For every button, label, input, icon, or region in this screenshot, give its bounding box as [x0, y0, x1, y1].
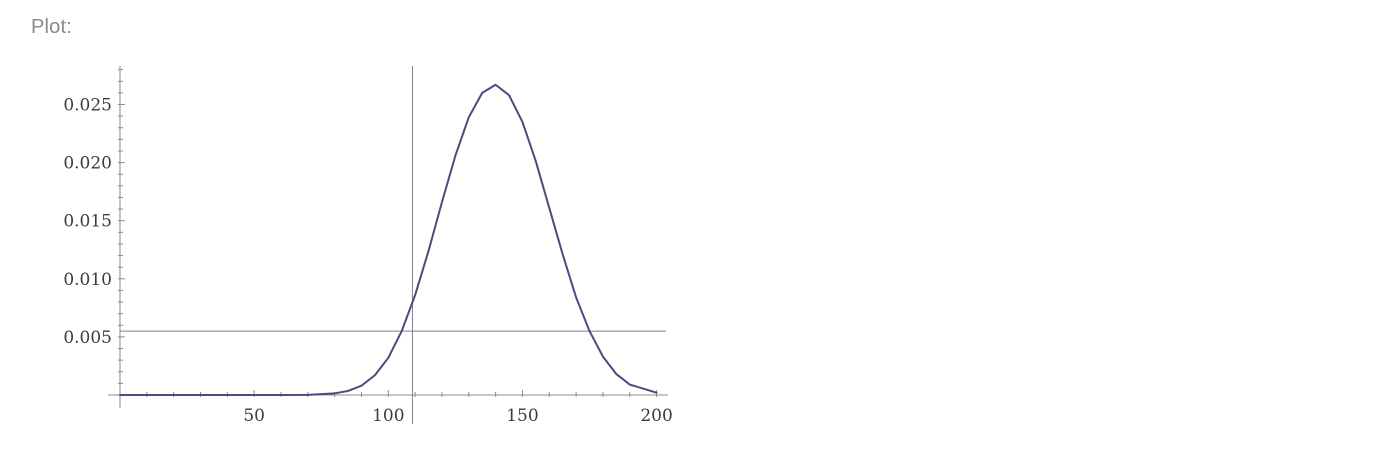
y-tick-label: 0.015	[63, 212, 112, 232]
data-point	[361, 385, 362, 386]
data-point	[120, 395, 121, 396]
data-point	[415, 295, 416, 296]
reference-lines	[120, 66, 666, 424]
data-point	[173, 395, 174, 396]
data-point	[522, 121, 523, 122]
data-point	[535, 161, 536, 162]
data-point	[280, 395, 281, 396]
data-point	[562, 254, 563, 255]
y-tick-label: 0.005	[63, 328, 112, 348]
data-point	[602, 356, 603, 357]
data-point	[576, 297, 577, 298]
data-point	[388, 357, 389, 358]
data-point	[629, 384, 630, 385]
data-point	[348, 390, 349, 391]
data-point	[656, 392, 657, 393]
data-point	[468, 117, 469, 118]
data-point	[495, 84, 496, 85]
data-point	[441, 202, 442, 203]
x-tick-label: 100	[372, 406, 404, 426]
data-point	[227, 395, 228, 396]
data-point	[428, 250, 429, 251]
distribution-curve	[119, 83, 658, 396]
y-tick-label: 0.020	[63, 154, 112, 174]
data-point	[589, 331, 590, 332]
y-tick-label: 0.010	[63, 270, 112, 290]
data-point	[401, 331, 402, 332]
data-point	[334, 393, 335, 394]
x-tick-label: 50	[243, 406, 265, 426]
x-tick-label: 200	[640, 406, 672, 426]
data-point	[307, 394, 308, 395]
curve-group	[119, 83, 658, 396]
data-point	[455, 155, 456, 156]
data-point	[509, 95, 510, 96]
y-axis-group: 0.005 0.010 0.015 0.020 0.025	[63, 66, 125, 408]
y-tick-label: 0.025	[63, 96, 112, 116]
plot-title: Plot:	[31, 16, 73, 38]
x-axis-group: 50 100 150 200	[108, 390, 673, 426]
data-point	[549, 207, 550, 208]
x-tick-label: 150	[506, 406, 538, 426]
data-point	[482, 92, 483, 93]
data-point	[616, 374, 617, 375]
data-point	[374, 375, 375, 376]
